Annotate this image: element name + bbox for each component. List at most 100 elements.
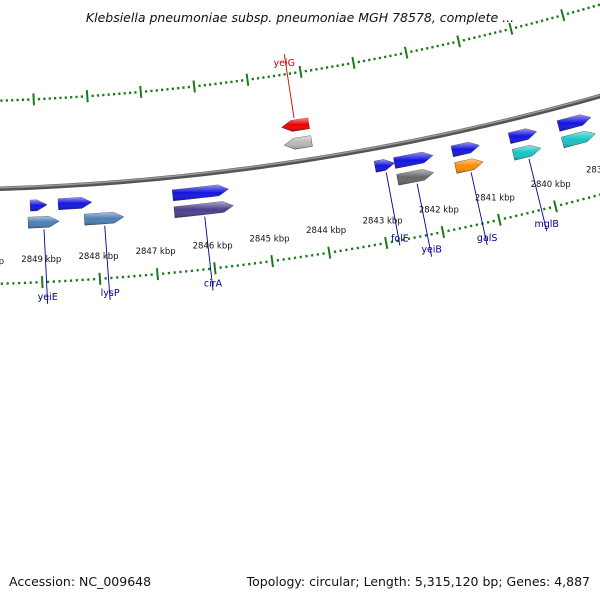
inner-ring-dot xyxy=(420,48,424,51)
outer-ring-major-tick xyxy=(327,246,332,259)
gene-label-folE: folE xyxy=(391,234,409,245)
backbone-highlight xyxy=(0,94,600,189)
galS-leader-line xyxy=(470,172,488,246)
genome-summary: Topology: circular; Length: 5,315,120 bp… xyxy=(246,574,590,589)
tick-label: 2847 kbp xyxy=(136,247,176,257)
outer-ring-dot xyxy=(576,199,580,202)
map-title: Klebsiella pneumoniae subsp. pneumoniae … xyxy=(85,10,515,25)
gene-arrow[interactable] xyxy=(450,141,480,157)
inner-ring-major-tick xyxy=(404,46,409,59)
inner-ring-dot xyxy=(425,46,429,50)
tick-label: 2842 kbp xyxy=(419,205,459,215)
yeiG-arrow[interactable] xyxy=(281,117,310,132)
outer-ring-dot xyxy=(514,214,518,218)
tick-label: 2843 kbp xyxy=(363,216,403,226)
outer-ring-major-tick xyxy=(497,213,502,226)
gene-labels: yeiE lysP cirA yeiG folE yeiB galS mglB xyxy=(38,54,559,304)
gene-arrow[interactable] xyxy=(57,197,93,210)
cirA-arrow[interactable] xyxy=(173,201,234,218)
outer-ring-dot xyxy=(559,203,563,207)
outer-ring-dot xyxy=(509,215,512,219)
outer-ring-major-tick xyxy=(213,262,217,275)
tick-label: 2844 kbp xyxy=(306,226,346,236)
gene-arrow[interactable] xyxy=(556,114,592,132)
gene-arrow[interactable] xyxy=(393,151,434,169)
outer-ring-dot xyxy=(486,220,490,224)
inner-ring-major-tick xyxy=(192,80,196,93)
gene-arrow[interactable] xyxy=(561,130,596,149)
inner-ring-dot xyxy=(483,33,487,37)
tick-label: 2839 kbp xyxy=(586,165,600,175)
inner-ring-dot xyxy=(576,9,580,13)
inner-ring-dot xyxy=(556,15,559,19)
inner-ring-major-tick xyxy=(32,93,35,106)
inner-ring-dot xyxy=(436,44,440,48)
inner-ring-dot xyxy=(519,24,523,28)
outer-ring-major-tick xyxy=(553,200,558,213)
kbp-tick-labels: 2850 kbp 2849 kbp 2848 kbp 2847 kbp 2846 kbp… xyxy=(0,165,600,267)
yeiB-arrow[interactable] xyxy=(396,169,435,186)
yeiE-arrow[interactable] xyxy=(27,216,60,229)
tick-label: 2840 kbp xyxy=(531,180,571,190)
gene-arrow[interactable] xyxy=(171,184,229,202)
inner-ring-major-tick xyxy=(298,65,303,78)
inner-ring-dot xyxy=(441,43,445,47)
yeiB-leader-line xyxy=(416,183,433,257)
inner-ring-dot xyxy=(551,16,554,20)
inner-ring-major-tick xyxy=(456,35,461,48)
inner-ring-dot xyxy=(467,37,471,41)
galS-arrow[interactable] xyxy=(454,158,484,174)
outer-ring-dot xyxy=(526,211,529,215)
inner-ring-dot xyxy=(472,36,476,40)
gene-label-yeiG: yeiG xyxy=(274,58,295,69)
inner-ring-dot xyxy=(571,10,575,14)
tick-label: 2845 kbp xyxy=(249,234,289,244)
gene-arrow[interactable] xyxy=(29,199,48,212)
inner-ring-dot xyxy=(530,22,534,25)
outer-ring-dot xyxy=(542,207,546,211)
tick-label: 2849 kbp xyxy=(21,255,61,265)
inner-ring-dot xyxy=(566,12,570,16)
cirA-leader-line xyxy=(204,216,214,291)
inner-ring-dot xyxy=(582,7,585,11)
inner-ring-dot xyxy=(478,35,481,38)
inner-ring-dot xyxy=(525,23,528,27)
inner-ring-dot xyxy=(462,38,466,42)
inner-tick-ring xyxy=(0,3,600,106)
inner-ring-dot xyxy=(540,19,544,23)
outer-ring-dot xyxy=(565,202,569,205)
inner-ring-dot xyxy=(446,42,450,46)
inner-ring-major-tick xyxy=(508,22,514,35)
mglB-leader-line xyxy=(528,158,548,232)
folE-leader-line xyxy=(385,172,401,246)
gene-label-yeiB: yeiB xyxy=(421,245,442,256)
genome-backbone xyxy=(0,93,600,191)
gene-arrow[interactable] xyxy=(507,128,538,144)
inner-ring-dot xyxy=(488,32,492,36)
lysP-arrow[interactable] xyxy=(83,211,125,226)
outer-ring-dot xyxy=(464,225,467,229)
inner-ring-major-tick xyxy=(139,85,143,98)
inner-ring-dot xyxy=(499,29,502,33)
tick-label: 2850 kbp xyxy=(0,257,4,267)
outer-ring-dot xyxy=(531,210,535,214)
mglB-arrow[interactable] xyxy=(511,145,542,161)
gene-arrow[interactable] xyxy=(283,135,313,150)
outer-ring-major-tick xyxy=(155,268,159,281)
gene-arrow[interactable] xyxy=(373,159,395,173)
outer-ring-dot xyxy=(475,223,479,227)
gene-label-lysP: lysP xyxy=(101,288,120,299)
inner-ring-dot xyxy=(535,20,539,24)
outer-ring-dot xyxy=(469,224,473,228)
inner-ring-dot xyxy=(504,28,508,32)
gene-label-mglB: mglB xyxy=(535,219,559,230)
outer-ring-dot xyxy=(582,197,585,201)
inner-ring-dot xyxy=(452,41,455,44)
outer-ring-dot xyxy=(520,213,524,216)
inner-ring-dot xyxy=(587,6,590,10)
yeiE-leader-line xyxy=(43,229,49,304)
outer-ring-dot xyxy=(587,196,591,200)
outer-tick-ring xyxy=(0,193,600,289)
lysP-leader-line xyxy=(104,225,111,301)
tick-label: 2841 kbp xyxy=(475,193,515,203)
